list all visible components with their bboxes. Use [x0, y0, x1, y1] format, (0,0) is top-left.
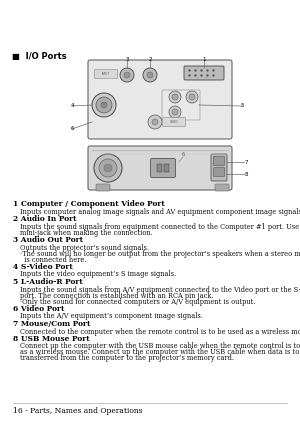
- FancyBboxPatch shape: [184, 66, 224, 80]
- Circle shape: [104, 164, 112, 172]
- Text: mini-jack when making the connection.: mini-jack when making the connection.: [20, 229, 153, 236]
- Text: Inputs the A/V equipment’s component image signals.: Inputs the A/V equipment’s component ima…: [20, 312, 203, 320]
- Circle shape: [94, 154, 122, 182]
- Circle shape: [143, 68, 157, 82]
- FancyBboxPatch shape: [215, 184, 229, 191]
- Text: 1 Computer / Component Video Port: 1 Computer / Component Video Port: [13, 200, 165, 208]
- Circle shape: [96, 97, 112, 113]
- Text: ·The sound will no longer be output from the projector’s speakers when a stereo : ·The sound will no longer be output from…: [20, 249, 300, 258]
- Text: Connect up the computer with the USB mouse cable when the remote control is to b: Connect up the computer with the USB mou…: [20, 343, 300, 351]
- Text: Inputs the sound signals from equipment connected to the Computer #1 port. Use a: Inputs the sound signals from equipment …: [20, 223, 300, 230]
- Circle shape: [147, 72, 153, 78]
- Text: 4: 4: [70, 102, 74, 108]
- Circle shape: [186, 91, 198, 103]
- FancyBboxPatch shape: [94, 70, 118, 79]
- Text: 4 S-Video Port: 4 S-Video Port: [13, 263, 73, 271]
- Text: 16 - Parts, Names and Operations: 16 - Parts, Names and Operations: [13, 407, 142, 415]
- FancyBboxPatch shape: [151, 159, 175, 178]
- Text: 6 Video Port: 6 Video Port: [13, 305, 64, 313]
- FancyBboxPatch shape: [163, 117, 185, 127]
- Bar: [157, 164, 162, 172]
- Text: 5 L-Audio-R Port: 5 L-Audio-R Port: [13, 278, 83, 286]
- Text: 6: 6: [182, 153, 184, 158]
- Text: Inputs the video equipment’s S image signals.: Inputs the video equipment’s S image sig…: [20, 270, 176, 278]
- Text: port. The connection is established with an RCA pin jack.: port. The connection is established with…: [20, 292, 214, 300]
- FancyBboxPatch shape: [214, 156, 224, 165]
- Circle shape: [172, 94, 178, 100]
- Circle shape: [169, 91, 181, 103]
- Circle shape: [172, 109, 178, 115]
- Text: 8: 8: [244, 172, 248, 176]
- Circle shape: [189, 94, 195, 100]
- Circle shape: [124, 72, 130, 78]
- Text: Inputs computer analog image signals and AV equipment component image signals.: Inputs computer analog image signals and…: [20, 207, 300, 215]
- Text: 8 USB Mouse Port: 8 USB Mouse Port: [13, 335, 90, 343]
- Text: 3 Audio Out Port: 3 Audio Out Port: [13, 236, 83, 244]
- Circle shape: [148, 115, 162, 129]
- Text: 7: 7: [244, 159, 248, 164]
- Text: 2: 2: [148, 57, 152, 62]
- Text: Connected to the computer when the remote control is to be used as a wireless mo: Connected to the computer when the remot…: [20, 328, 300, 335]
- FancyBboxPatch shape: [96, 184, 110, 191]
- Bar: [164, 164, 169, 172]
- Text: 7 Mouse/Com Port: 7 Mouse/Com Port: [13, 320, 90, 328]
- Circle shape: [169, 106, 181, 118]
- Circle shape: [92, 93, 116, 117]
- FancyBboxPatch shape: [211, 154, 227, 181]
- Text: 1: 1: [202, 57, 206, 62]
- Text: 3: 3: [125, 57, 129, 62]
- FancyBboxPatch shape: [214, 167, 224, 176]
- Circle shape: [120, 68, 134, 82]
- Text: Outputs the projector’s sound signals.: Outputs the projector’s sound signals.: [20, 244, 149, 252]
- FancyBboxPatch shape: [88, 60, 232, 139]
- Text: as a wireless mouse. Connect up the computer with the USB cable when data is to : as a wireless mouse. Connect up the comp…: [20, 348, 300, 357]
- Text: 2 Audio In Port: 2 Audio In Port: [13, 215, 76, 223]
- Text: ·Only the sound for connected computers or A/V equipment is output.: ·Only the sound for connected computers …: [20, 298, 256, 306]
- Circle shape: [99, 159, 117, 177]
- Text: is connected here.: is connected here.: [20, 255, 86, 264]
- Circle shape: [101, 102, 107, 108]
- Text: Inputs the sound signals from A/V equipment connected to the Video port or the S: Inputs the sound signals from A/V equipm…: [20, 286, 300, 294]
- FancyBboxPatch shape: [88, 146, 232, 190]
- Circle shape: [152, 119, 158, 125]
- Text: ■  I/O Ports: ■ I/O Ports: [12, 52, 67, 61]
- Text: 5: 5: [240, 102, 244, 108]
- Text: 6: 6: [70, 125, 74, 130]
- Text: transferred from the computer to the projector’s memory card.: transferred from the computer to the pro…: [20, 354, 234, 363]
- Text: INPUT: INPUT: [102, 72, 110, 76]
- Text: VIDEO: VIDEO: [170, 120, 178, 124]
